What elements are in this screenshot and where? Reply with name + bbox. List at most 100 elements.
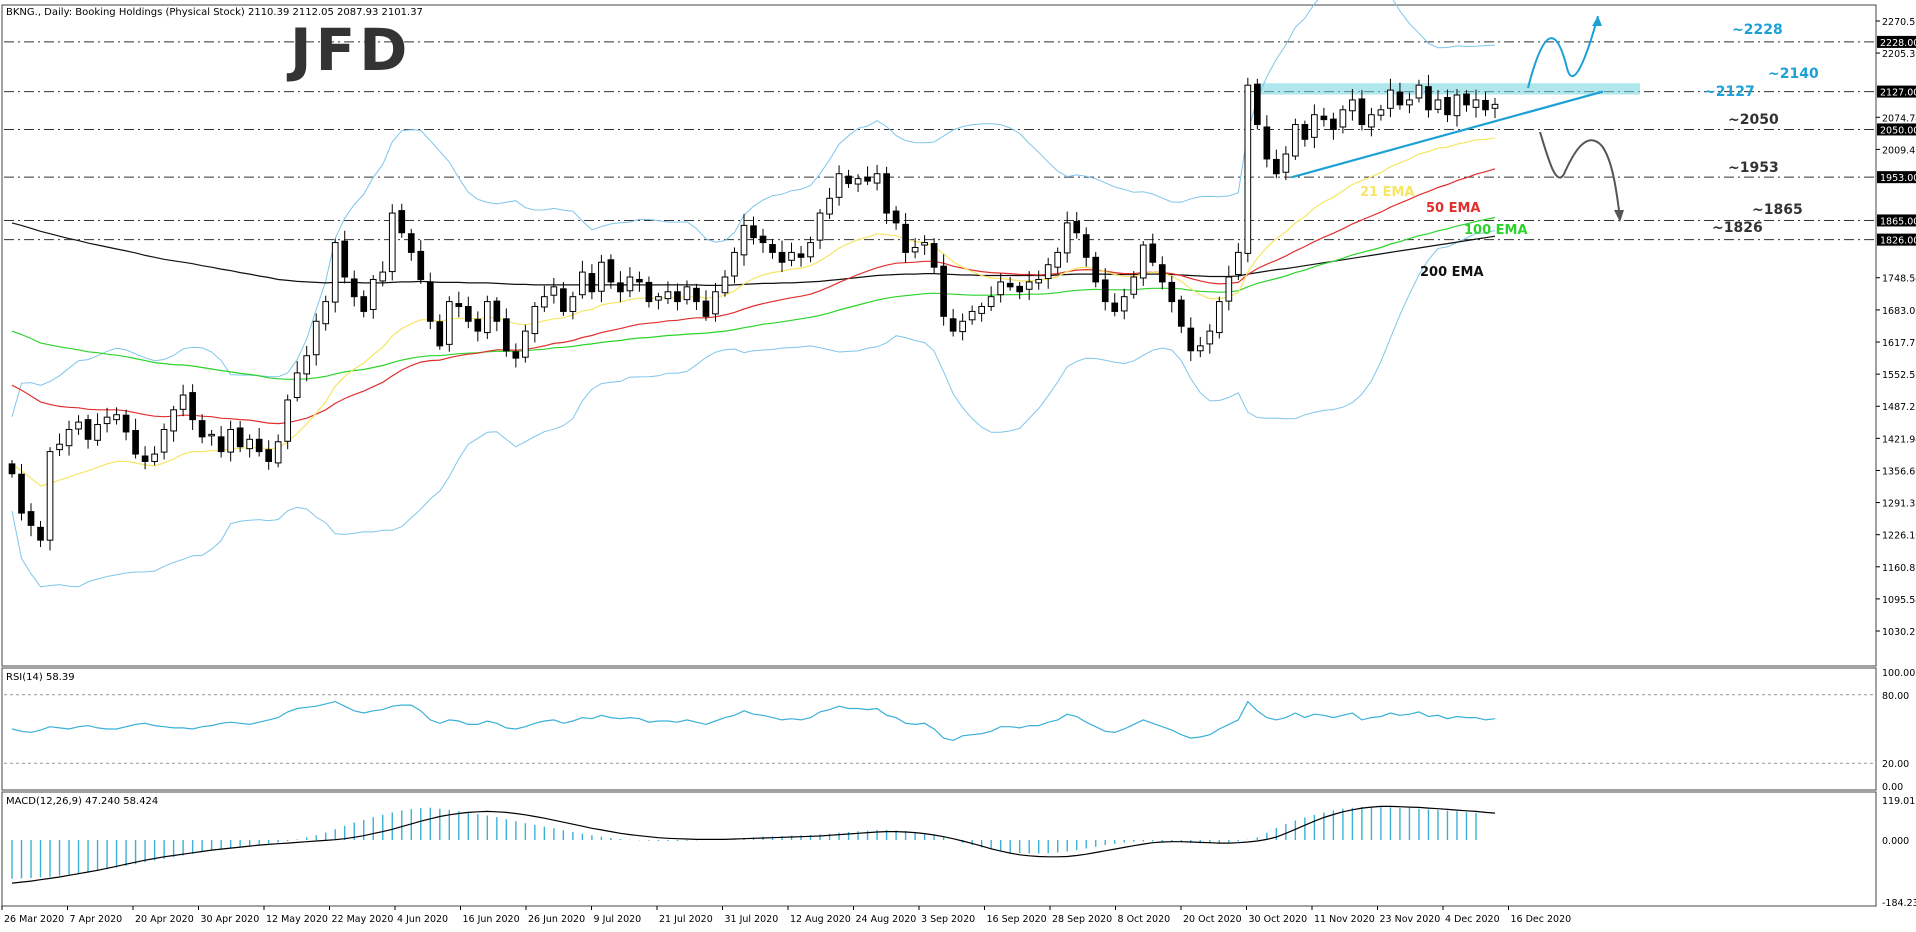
candle <box>436 314 444 350</box>
candle <box>1111 293 1119 317</box>
candle <box>1406 92 1413 114</box>
candle-body <box>835 173 843 198</box>
x-tick-label: 30 Apr 2020 <box>201 914 260 925</box>
candle <box>541 285 548 312</box>
candle <box>1282 146 1290 181</box>
candle-body <box>464 306 472 322</box>
candle <box>455 291 463 318</box>
candle <box>959 313 966 341</box>
candle-body <box>179 394 187 410</box>
candle-body <box>1016 285 1024 293</box>
macd-panel-frame <box>1 791 1877 907</box>
candle <box>702 290 710 321</box>
candle-body <box>94 424 101 441</box>
candle-body <box>331 242 339 303</box>
candle-body <box>683 286 691 301</box>
x-tick-label: 12 Aug 2020 <box>790 914 851 925</box>
candle <box>113 407 120 425</box>
candle-body <box>1092 256 1100 283</box>
candle-body <box>1130 276 1138 295</box>
candle <box>693 283 700 310</box>
macd-title: MACD(12,26,9) 47.240 58.424 <box>6 796 158 807</box>
resistance-zone <box>1258 83 1640 95</box>
price-box-label: 2127.00 <box>1880 88 1916 99</box>
candle-body <box>293 372 301 399</box>
candle-body <box>1311 114 1318 138</box>
jfd-logo: JFD <box>286 16 411 84</box>
candle <box>369 275 377 319</box>
candle-body <box>369 278 377 310</box>
candle-body <box>255 438 263 453</box>
candle <box>921 235 928 255</box>
candle <box>189 384 196 430</box>
candle-body <box>769 244 776 253</box>
candle <box>388 204 396 281</box>
candle-body <box>721 276 729 294</box>
candle <box>835 165 843 206</box>
candle-body <box>341 240 349 278</box>
candle <box>978 302 985 322</box>
level-label: ~2228 <box>1732 22 1783 38</box>
candle-body <box>1254 83 1261 126</box>
candle-body <box>1225 276 1233 302</box>
candle <box>27 503 35 537</box>
candle-body <box>512 351 520 359</box>
ema21-line <box>11 137 1496 487</box>
candle <box>284 394 292 450</box>
ascending-trendline <box>1291 90 1604 179</box>
candle <box>160 423 168 460</box>
candle-body <box>978 306 985 314</box>
candle-body <box>132 429 139 455</box>
candle <box>56 433 63 457</box>
candle <box>1263 115 1271 168</box>
candle <box>1339 105 1347 134</box>
candle <box>1225 265 1233 311</box>
candle <box>1215 296 1223 339</box>
candle <box>1387 78 1394 118</box>
candle <box>1025 271 1033 301</box>
candle <box>892 206 900 230</box>
price-box <box>1877 171 1916 184</box>
level-label: ~2127 <box>1704 84 1755 100</box>
candle-body <box>816 212 824 241</box>
y-tick-label: 2009.46 <box>1882 145 1916 156</box>
candle <box>569 291 577 320</box>
candle <box>826 187 833 219</box>
candle <box>122 409 130 441</box>
candle-body <box>550 286 558 296</box>
bollinger-upper-band <box>11 0 1496 417</box>
candle-body <box>493 300 501 322</box>
candle <box>407 228 415 261</box>
candle <box>103 407 111 433</box>
rsi-panel-frame <box>1 667 1877 791</box>
candle <box>1035 270 1043 290</box>
candle-body <box>702 300 710 317</box>
candle-body <box>189 392 196 421</box>
candle <box>1482 92 1489 117</box>
candle <box>1187 317 1195 362</box>
candle <box>236 421 244 453</box>
candle <box>75 415 82 435</box>
candle <box>1453 89 1461 127</box>
candle-body <box>864 176 871 182</box>
candle <box>645 276 653 308</box>
candle <box>274 434 282 468</box>
candle-body <box>740 224 748 256</box>
candle-body <box>236 427 244 448</box>
candle <box>1425 74 1432 118</box>
x-tick-label: 23 Nov 2020 <box>1380 914 1441 925</box>
candle <box>778 240 786 273</box>
candle-body <box>151 453 158 462</box>
price-box-label: 2050.00 <box>1880 125 1916 136</box>
candle-body <box>674 291 681 303</box>
x-tick-label: 4 Jun 2020 <box>397 914 448 925</box>
candle <box>1292 118 1299 160</box>
candle-body <box>1054 251 1062 268</box>
candle-body <box>1111 302 1119 312</box>
ema200-label: 200 EMA <box>1420 265 1484 280</box>
candle <box>493 297 501 332</box>
candle-body <box>1320 115 1328 121</box>
macd-tick-label: 0.000 <box>1882 836 1909 847</box>
